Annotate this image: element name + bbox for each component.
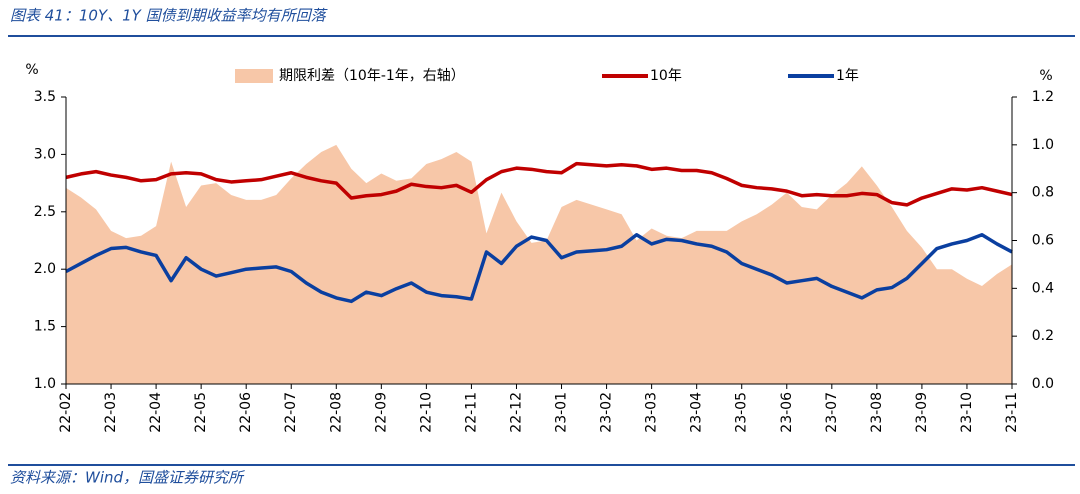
yield-line	[65, 233, 1013, 304]
x-tick-label: 22-05	[193, 392, 209, 433]
x-tick-label: 22-09	[373, 392, 389, 433]
x-tick-label: 22-10	[418, 392, 434, 433]
y-tick-label: 2.0	[34, 261, 56, 277]
y-tick-label: 1.0	[34, 376, 56, 392]
y2-tick-label: 0.2	[1032, 328, 1054, 344]
y-tick-label: 3.0	[34, 146, 56, 162]
x-tick-label: 22-07	[283, 392, 299, 433]
legend-label: 10年	[650, 68, 682, 84]
y2-tick-label: 0.0	[1032, 376, 1054, 392]
x-tick-label: 22-08	[328, 392, 344, 433]
y-tick-label: 1.5	[34, 319, 56, 335]
yield-line	[65, 161, 1013, 207]
legend-label: 1年	[836, 68, 859, 84]
x-tick-label: 23-10	[959, 392, 975, 433]
spread-area	[66, 144, 1012, 384]
x-tick-label: 23-11	[1004, 392, 1020, 433]
x-tick-label: 22-06	[238, 392, 254, 433]
x-tick-label: 23-07	[824, 392, 840, 433]
x-tick-label: 23-01	[554, 392, 570, 433]
x-tick-label: 22-02	[58, 392, 74, 433]
y2-label: %	[1039, 68, 1052, 84]
x-tick-label: 23-02	[599, 392, 615, 433]
x-tick-label: 23-03	[644, 392, 660, 433]
y2-tick-label: 1.2	[1032, 89, 1054, 105]
source: 资料来源：Wind，国盛证券研究所	[10, 469, 245, 487]
y2-tick-label: 0.8	[1032, 185, 1054, 201]
title: 图表 41：10Y、1Y 国债到期收益率均有所回落	[10, 7, 328, 25]
y-label: %	[25, 62, 38, 78]
x-tick-label: 22-04	[148, 392, 164, 433]
x-tick-label: 22-03	[103, 392, 119, 433]
x-tick-label: 23-04	[689, 392, 705, 433]
x-tick-label: 22-11	[463, 392, 479, 433]
x-tick-label: 23-05	[734, 392, 750, 433]
x-tick-label: 22-12	[508, 392, 524, 433]
legend-label: 期限利差（10年-1年，右轴）	[279, 68, 465, 84]
x-tick-label: 23-06	[779, 392, 795, 433]
y2-tick-label: 0.6	[1032, 233, 1054, 249]
x-tick-label: 23-08	[869, 392, 885, 433]
x-tick-label: 23-09	[914, 392, 930, 433]
y-tick-label: 2.5	[34, 204, 56, 220]
legend-swatch	[235, 69, 273, 83]
y2-tick-label: 0.4	[1032, 280, 1054, 296]
y2-tick-label: 1.0	[1032, 137, 1054, 153]
y-tick-label: 3.5	[34, 89, 56, 105]
